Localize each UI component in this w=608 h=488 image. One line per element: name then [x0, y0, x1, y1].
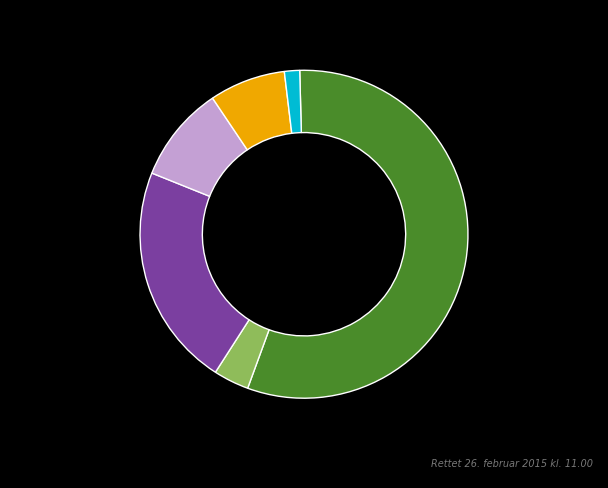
Wedge shape [215, 320, 269, 388]
Wedge shape [247, 70, 468, 398]
Wedge shape [213, 71, 292, 150]
Text: Rettet 26. februar 2015 kl. 11.00: Rettet 26. februar 2015 kl. 11.00 [431, 460, 593, 469]
Wedge shape [285, 70, 302, 133]
Wedge shape [152, 98, 247, 196]
Wedge shape [140, 173, 249, 372]
